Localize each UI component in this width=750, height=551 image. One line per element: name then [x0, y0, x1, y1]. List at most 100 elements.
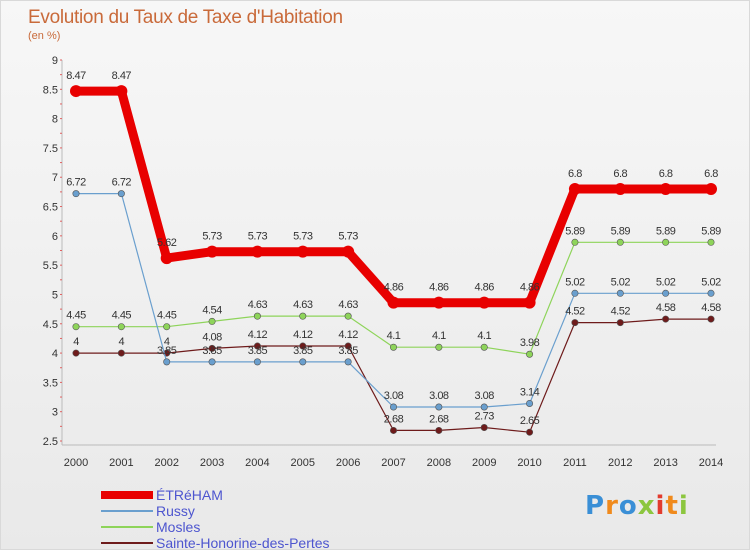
- data-point: [526, 428, 534, 436]
- x-tick-label: 2007: [381, 457, 405, 469]
- x-tick-label: 2013: [653, 457, 677, 469]
- data-label: 6.8: [568, 168, 582, 180]
- x-tick-label: 2006: [336, 457, 360, 469]
- x-tick-label: 2003: [200, 457, 224, 469]
- data-label: 3.85: [293, 345, 313, 357]
- data-point: [160, 252, 173, 265]
- data-label: 4.08: [202, 331, 222, 343]
- data-point: [571, 319, 579, 327]
- data-label: 4.86: [429, 282, 449, 294]
- data-point: [526, 399, 534, 407]
- y-tick-label: 2.5: [43, 436, 58, 448]
- x-tick-label: 2012: [608, 457, 632, 469]
- logo-letter: o: [618, 491, 638, 521]
- data-label: 5.02: [611, 276, 631, 288]
- data-label: 5.62: [157, 237, 177, 249]
- data-label: 6.8: [613, 168, 627, 180]
- x-tick-label: 2011: [563, 457, 587, 469]
- data-label: 4.12: [338, 329, 358, 341]
- data-point: [72, 349, 80, 357]
- data-label: 4: [119, 336, 125, 348]
- data-point: [299, 312, 307, 320]
- data-point: [662, 289, 670, 297]
- y-tick-label: 8: [52, 114, 58, 126]
- data-label: 3.98: [520, 337, 540, 349]
- data-point: [115, 85, 128, 98]
- legend: ÉTRéHAM Russy Mosles Sainte-Honorine-des-Pe…: [101, 487, 401, 551]
- logo-letter: t: [665, 491, 679, 521]
- legend-swatch: [101, 491, 153, 499]
- data-point: [296, 245, 309, 258]
- data-label: 4.54: [202, 304, 222, 316]
- logo-letter: i: [655, 491, 666, 521]
- series-line: [71, 86, 716, 308]
- data-point: [251, 245, 264, 258]
- data-point: [659, 182, 672, 195]
- data-point: [253, 358, 261, 366]
- data-point: [480, 343, 488, 351]
- data-label: 3.85: [338, 345, 358, 357]
- legend-label: ÉTRéHAM: [156, 487, 223, 503]
- data-label: 4: [164, 336, 170, 348]
- y-tick-label: 8.5: [43, 84, 58, 96]
- data-point: [344, 342, 352, 350]
- data-label: 5.02: [565, 276, 585, 288]
- data-label: 2.68: [384, 413, 404, 425]
- data-point: [389, 403, 397, 411]
- data-point: [662, 238, 670, 246]
- data-point: [117, 190, 125, 198]
- data-label: 4.45: [112, 310, 132, 322]
- data-point: [206, 245, 219, 258]
- data-label: 3.85: [248, 345, 268, 357]
- logo-letter: x: [637, 491, 656, 521]
- data-point: [117, 323, 125, 331]
- y-tick-label: 5: [52, 289, 58, 301]
- data-label: 4.1: [387, 330, 401, 342]
- x-tick-label: 2009: [472, 457, 496, 469]
- data-point: [299, 342, 307, 350]
- data-point: [571, 289, 579, 297]
- data-label: 3.08: [429, 390, 449, 402]
- legend-item: Russy: [101, 503, 401, 519]
- data-label: 4.86: [384, 282, 404, 294]
- data-label: 4.45: [66, 310, 86, 322]
- data-label: 3.85: [202, 345, 222, 357]
- data-label: 4.58: [656, 302, 676, 314]
- x-tick-label: 2002: [154, 457, 178, 469]
- data-point: [387, 296, 400, 309]
- legend-item: Sainte-Honorine-des-Pertes: [101, 535, 401, 551]
- data-label: 4: [73, 336, 79, 348]
- data-point: [568, 182, 581, 195]
- data-label: 5.73: [202, 231, 222, 243]
- data-label: 8.47: [112, 70, 132, 82]
- data-point: [389, 343, 397, 351]
- y-tick-label: 4.5: [43, 319, 58, 331]
- data-point: [523, 296, 536, 309]
- data-point: [707, 315, 715, 323]
- legend-swatch: [101, 542, 153, 544]
- x-tick-label: 2008: [427, 457, 451, 469]
- data-label: 8.47: [66, 70, 86, 82]
- data-point: [72, 323, 80, 331]
- data-label: 5.89: [701, 225, 721, 237]
- legend-swatch: [101, 510, 153, 512]
- y-tick-label: 7.5: [43, 143, 58, 155]
- data-label: 4.45: [157, 310, 177, 322]
- data-label: 2.68: [429, 413, 449, 425]
- data-label: 4.63: [248, 299, 268, 311]
- data-point: [70, 85, 82, 98]
- data-point: [480, 403, 488, 411]
- data-point: [662, 315, 670, 323]
- logo-letter: r: [605, 491, 619, 521]
- legend-item: Mosles: [101, 519, 401, 535]
- y-tick-label: 6: [52, 231, 58, 243]
- data-point: [432, 296, 445, 309]
- y-tick-label: 3.5: [43, 377, 58, 389]
- data-point: [342, 245, 355, 258]
- data-point: [253, 312, 261, 320]
- legend-label: Russy: [156, 503, 195, 519]
- data-label: 3.08: [475, 390, 495, 402]
- data-point: [72, 190, 80, 198]
- unit-label: (en %): [28, 30, 61, 42]
- data-point: [435, 403, 443, 411]
